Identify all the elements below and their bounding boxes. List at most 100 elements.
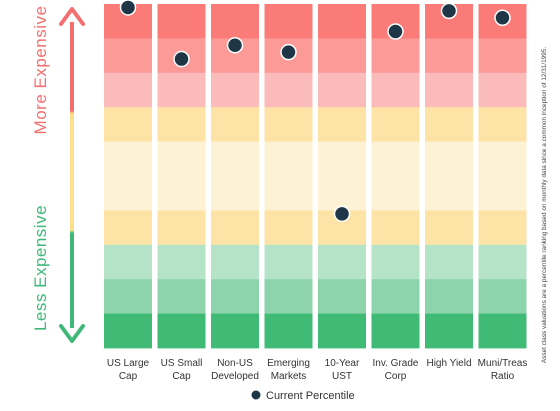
band-segment	[318, 244, 366, 280]
arrow-down-head	[59, 324, 85, 343]
band-segment	[104, 176, 152, 211]
percentile-marker	[333, 205, 351, 223]
percentile-marker	[440, 2, 458, 20]
band-segment	[478, 107, 527, 142]
column-0	[104, 4, 152, 349]
band-segment	[264, 313, 313, 349]
arrow-up-head	[59, 7, 85, 26]
band-segment	[264, 176, 313, 211]
column-2	[211, 4, 259, 349]
band-segment	[264, 141, 313, 177]
band-segment	[425, 279, 473, 314]
band-segment	[211, 176, 259, 211]
band-segment	[264, 279, 313, 314]
band-segment	[371, 38, 420, 74]
column-7	[478, 4, 527, 349]
legend-marker-icon	[250, 389, 262, 401]
band-segment	[211, 279, 259, 314]
band-segment	[318, 107, 366, 142]
band-segment	[371, 279, 420, 314]
arrow-shaft	[70, 22, 74, 328]
band-segment	[211, 4, 259, 39]
band-segment	[104, 72, 152, 108]
band-segment	[157, 141, 206, 177]
column-1	[157, 4, 206, 349]
band-segment	[478, 141, 527, 177]
band-segment	[318, 176, 366, 211]
band-segment	[425, 107, 473, 142]
category-label: Emerging Markets	[267, 358, 310, 382]
column-6	[425, 4, 473, 349]
percentile-marker	[387, 23, 404, 40]
band-segment	[211, 141, 259, 177]
band-segment	[425, 244, 473, 280]
legend-label: Current Percentile	[266, 390, 355, 402]
band-segment	[318, 38, 366, 74]
band-segment	[211, 72, 259, 108]
band-segment	[264, 107, 313, 142]
more-expensive-label: More Expensive	[31, 6, 50, 135]
column-4	[318, 4, 366, 349]
band-segment	[104, 279, 152, 314]
band-segment	[425, 210, 473, 246]
band-segment	[425, 176, 473, 211]
band-segment	[211, 107, 259, 142]
footnote: Asset class valuations are a percentile …	[541, 47, 548, 363]
band-segment	[478, 244, 527, 280]
band-segment	[157, 279, 206, 314]
band-segment	[425, 141, 473, 177]
band-segment	[211, 244, 259, 280]
band-segment	[157, 313, 206, 349]
less-expensive-label: Less Expensive	[31, 205, 50, 331]
band-segment	[104, 107, 152, 142]
band-segment	[478, 279, 527, 314]
expensive-scale-arrow	[59, 7, 85, 343]
band-segment	[157, 4, 206, 39]
band-segment	[425, 313, 473, 349]
band-segment	[104, 210, 152, 246]
category-label: Inv. Grade Corp	[373, 358, 419, 382]
band-segment	[318, 141, 366, 177]
band-segment	[264, 210, 313, 246]
band-segment	[104, 313, 152, 349]
category-labels: US Large Cap US Small Cap Non-US Developed Eme…	[107, 358, 527, 382]
band-segment	[478, 72, 527, 108]
band-segment	[157, 210, 206, 246]
band-segment	[157, 72, 206, 108]
legend: Current Percentile	[250, 389, 355, 402]
band-segment	[371, 176, 420, 211]
band-segment	[211, 313, 259, 349]
band-segment	[371, 244, 420, 280]
band-segment	[318, 72, 366, 108]
band-segment	[425, 72, 473, 108]
band-segment	[371, 72, 420, 108]
band-segment	[264, 72, 313, 108]
band-segment	[211, 210, 259, 246]
category-label: 10-Year UST	[325, 358, 360, 382]
band-segment	[318, 313, 366, 349]
category-label: Muni/Treas Ratio	[478, 358, 528, 382]
percentile-marker	[226, 37, 244, 54]
band-segment	[157, 244, 206, 280]
band-segment	[104, 38, 152, 74]
band-segment	[318, 4, 366, 39]
band-segment	[371, 313, 420, 349]
column-3	[264, 4, 313, 349]
band-segment	[318, 279, 366, 314]
band-segment	[264, 4, 313, 39]
band-segment	[478, 210, 527, 246]
percentile-marker	[280, 43, 297, 61]
band-segment	[478, 38, 527, 74]
band-segment	[264, 244, 313, 280]
band-segment	[425, 38, 473, 74]
band-segment	[104, 244, 152, 280]
category-columns	[104, 4, 527, 349]
percentile-marker	[494, 9, 511, 27]
category-label: Non-US Developed	[211, 358, 259, 382]
band-segment	[157, 176, 206, 211]
band-segment	[371, 141, 420, 177]
band-segment	[157, 107, 206, 142]
band-segment	[371, 107, 420, 142]
column-5	[371, 4, 420, 349]
